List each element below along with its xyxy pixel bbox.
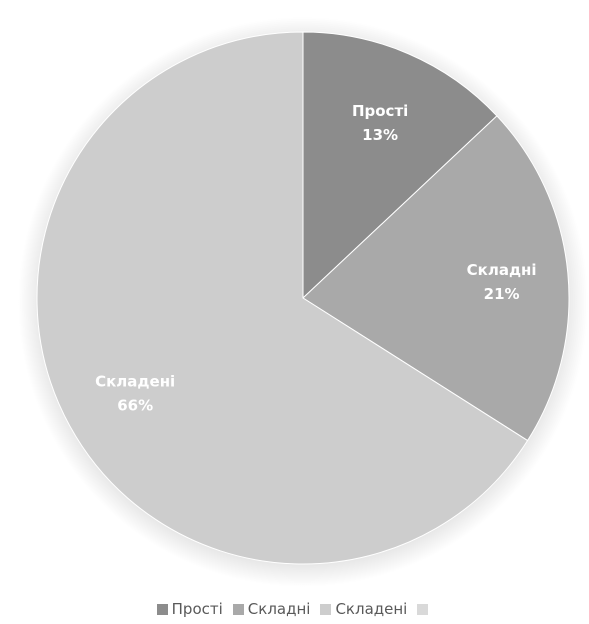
legend-label: Складені xyxy=(335,600,408,618)
data-label-name: Складні xyxy=(467,261,537,279)
data-label-name: Прості xyxy=(352,102,408,120)
legend-swatch xyxy=(320,603,332,615)
pie-slice[interactable] xyxy=(36,31,529,565)
legend: Прості Складні Складені xyxy=(0,598,589,620)
legend-item-prosti[interactable]: Прості xyxy=(156,600,223,618)
pie-plot: Прості 13% Складні 21% Складені 66% xyxy=(18,17,588,587)
legend-label: Прості xyxy=(171,600,223,618)
data-label-percent: 21% xyxy=(484,285,520,303)
data-label-percent: 66% xyxy=(117,396,153,414)
data-label-percent: 13% xyxy=(362,126,398,144)
legend-swatch xyxy=(156,603,168,615)
pie-slice[interactable] xyxy=(302,31,498,300)
legend-swatch xyxy=(232,603,244,615)
legend-item-empty[interactable] xyxy=(417,603,432,615)
legend-label: Складні xyxy=(247,600,311,618)
pie-slice[interactable] xyxy=(302,115,570,442)
legend-swatch xyxy=(417,603,429,615)
legend-item-skladeni[interactable]: Складені xyxy=(320,600,407,618)
legend-item-skladni[interactable]: Складні xyxy=(232,600,311,618)
data-label-name: Складені xyxy=(95,372,175,390)
